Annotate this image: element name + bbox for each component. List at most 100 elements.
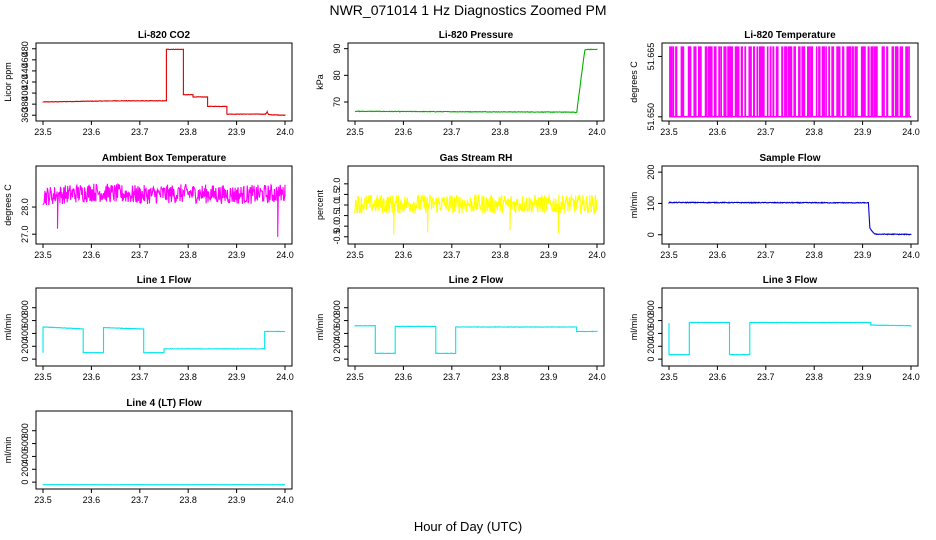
data-series-line [354, 48, 598, 114]
y-tick-label: 0 [20, 480, 30, 485]
x-tick-label: 23.9 [854, 372, 872, 382]
y-axis-label: ml/min [3, 437, 13, 464]
panel-8: Line 2 Flow ml/min 23.5 23.6 23.7 23.8 23.9 24.… [315, 275, 606, 382]
y-tick-label: 200 [20, 462, 30, 477]
y-tick-label: 27.0 [20, 225, 30, 243]
y-axis-label: degrees C [629, 61, 639, 103]
x-tick-label: 23.7 [131, 250, 149, 260]
x-tick-label: 23.9 [228, 495, 246, 505]
x-tick-label: 23.6 [395, 127, 413, 137]
x-tick-label: 23.9 [854, 250, 872, 260]
y-tick-label: 200 [646, 165, 656, 180]
x-tick-label: 24.0 [276, 372, 294, 382]
data-series-line [42, 48, 286, 117]
x-tick-label: 23.9 [540, 250, 558, 260]
panel-10: Line 4 (LT) Flow ml/min 23.5 23.6 23.7 23.8 23… [3, 398, 294, 505]
x-tick-label: 23.8 [179, 127, 197, 137]
x-tick-label: 24.0 [276, 495, 294, 505]
y-tick-label: 0 [646, 357, 656, 362]
x-tick-label: 23.8 [179, 250, 197, 260]
panel-1: Li-820 CO2 Licor ppm 23.5 23.6 23.7 23.8 23.9 2… [3, 30, 294, 137]
plot-frame [347, 287, 605, 367]
panel-title: Line 3 Flow [763, 275, 818, 286]
y-axis-label: kPa [315, 74, 325, 90]
panel-3: Li-820 Temperature degrees C 23.5 23.6 23.7 2… [629, 30, 920, 137]
x-tick-label: 23.8 [805, 372, 823, 382]
y-tick-label: 90 [332, 44, 342, 54]
x-tick-label: 23.6 [395, 372, 413, 382]
plot-frame [661, 42, 919, 122]
data-series-line [42, 182, 286, 237]
plot-frame [661, 165, 919, 245]
y-axis-label: ml/min [3, 314, 13, 341]
y-tick-label: 600 [20, 436, 30, 451]
y-tick-label: 480 [20, 41, 30, 56]
x-tick-label: 23.5 [34, 495, 52, 505]
panel-title: Line 4 (LT) Flow [126, 398, 202, 409]
y-tick-label: 420 [20, 74, 30, 89]
y-tick-label: 51.665 [646, 43, 656, 71]
x-tick-label: 23.9 [540, 372, 558, 382]
y-tick-label: 800 [646, 300, 656, 315]
y-tick-label: 800 [20, 300, 30, 315]
y-tick-label: 440 [20, 63, 30, 78]
x-tick-label: 23.7 [131, 372, 149, 382]
data-series-line [668, 201, 912, 236]
x-tick-label: 23.5 [660, 372, 678, 382]
y-tick-label: 400 [332, 326, 342, 341]
y-tick-label: 200 [646, 339, 656, 354]
y-tick-label: 380 [20, 97, 30, 112]
x-tick-label: 23.9 [228, 127, 246, 137]
y-tick-label: -0.5 [332, 229, 342, 245]
y-tick-label: 800 [332, 300, 342, 315]
y-tick-label: 600 [332, 313, 342, 328]
data-series-line [354, 324, 598, 355]
x-tick-label: 24.0 [902, 372, 920, 382]
panel-2: Li-820 Pressure kPa 23.5 23.6 23.7 23.8 23.9 24… [315, 30, 606, 137]
y-tick-label: 1.0 [332, 199, 342, 212]
x-tick-label: 23.5 [346, 372, 364, 382]
x-tick-label: 23.7 [131, 495, 149, 505]
y-tick-label: 400 [20, 326, 30, 341]
x-tick-label: 23.7 [443, 250, 461, 260]
x-tick-label: 23.6 [709, 250, 727, 260]
y-tick-label: 400 [20, 86, 30, 101]
y-axis-label: percent [315, 189, 325, 220]
y-tick-label: 600 [20, 313, 30, 328]
x-tick-label: 23.6 [709, 372, 727, 382]
data-series-line [668, 321, 912, 356]
y-tick-label: 0.0 [332, 220, 342, 233]
y-tick-label: 70 [332, 97, 342, 107]
x-tick-label: 23.7 [443, 372, 461, 382]
x-tick-label: 24.0 [276, 250, 294, 260]
y-tick-label: 100 [646, 196, 656, 211]
y-axis-label: ml/min [629, 192, 639, 219]
x-tick-label: 24.0 [588, 250, 606, 260]
panel-7: Line 1 Flow ml/min 23.5 23.6 23.7 23.8 23.9 24.… [3, 275, 294, 382]
y-tick-label: 0 [646, 232, 656, 237]
panel-title: Li-820 Temperature [744, 30, 836, 41]
y-tick-label: 0 [332, 357, 342, 362]
y-axis-label: ml/min [629, 314, 639, 341]
x-tick-label: 23.8 [805, 250, 823, 260]
x-tick-label: 24.0 [588, 127, 606, 137]
y-tick-label: 28.0 [20, 198, 30, 216]
x-tick-label: 23.7 [757, 127, 775, 137]
x-tick-label: 23.7 [131, 127, 149, 137]
y-tick-label: 2.0 [332, 178, 342, 191]
x-tick-label: 23.8 [491, 250, 509, 260]
y-tick-label: 0.5 [332, 209, 342, 222]
x-tick-label: 23.7 [443, 127, 461, 137]
x-tick-label: 23.5 [34, 127, 52, 137]
x-tick-label: 23.9 [228, 250, 246, 260]
figure-title: NWR_071014 1 Hz Diagnostics Zoomed PM [329, 2, 606, 18]
x-tick-label: 23.9 [854, 127, 872, 137]
plot-frame [35, 410, 293, 490]
x-tick-label: 23.8 [179, 495, 197, 505]
panel-title: Li-820 CO2 [138, 30, 191, 41]
y-tick-label: 80 [332, 70, 342, 80]
panel-title: Line 1 Flow [137, 275, 192, 286]
x-tick-label: 23.5 [346, 127, 364, 137]
x-tick-label: 23.6 [83, 372, 101, 382]
